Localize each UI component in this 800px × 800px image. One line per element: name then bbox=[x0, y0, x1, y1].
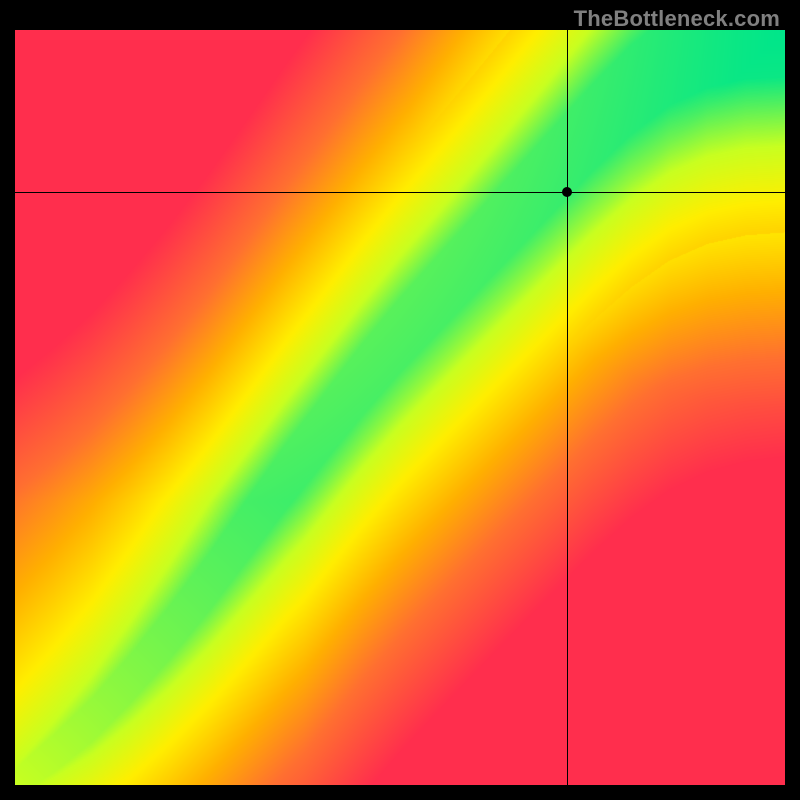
heatmap-plot bbox=[15, 30, 785, 785]
crosshair-horizontal bbox=[15, 192, 785, 193]
marker-point bbox=[562, 187, 572, 197]
watermark-text: TheBottleneck.com bbox=[574, 6, 780, 32]
crosshair-vertical bbox=[567, 30, 568, 785]
heatmap-canvas bbox=[15, 30, 785, 785]
